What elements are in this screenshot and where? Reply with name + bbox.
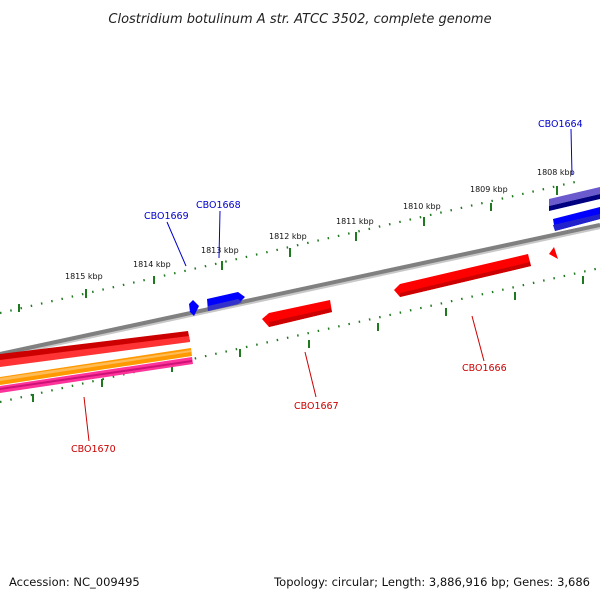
purple-feature-band xyxy=(549,187,600,206)
gene-CBO1666-shade xyxy=(400,262,531,297)
kbp-label: 1810 kbp xyxy=(403,202,441,211)
gene-CBO1664-shade xyxy=(553,214,600,231)
genome-backbone xyxy=(0,223,600,356)
kbp-label: 1814 kbp xyxy=(133,260,171,269)
gene-CBO1669 xyxy=(189,300,199,316)
gene-label-CBO1670: CBO1670 xyxy=(71,444,116,455)
gene-label-CBO1668: CBO1668 xyxy=(196,200,241,211)
gene-small-red xyxy=(549,247,558,259)
leader-line xyxy=(570,128,573,176)
gene-label-CBO1664: CBO1664 xyxy=(538,119,583,130)
gene-CBO1666 xyxy=(394,254,531,297)
map-title: Clostridium botulinum A str. ATCC 3502, … xyxy=(108,12,491,27)
pink-feature-shade xyxy=(0,360,192,390)
gene-bar-highlight xyxy=(0,336,190,367)
gene-CBO1667-shade xyxy=(269,308,332,327)
kbp-label: 1808 kbp xyxy=(537,168,575,177)
gene-CBO1668-shade xyxy=(208,299,242,311)
kbp-label: 1812 kbp xyxy=(269,232,307,241)
kbp-label: 1813 kbp xyxy=(201,246,239,255)
leader-line xyxy=(471,315,485,362)
major-ticks-lower xyxy=(32,276,584,402)
leader-line xyxy=(218,210,221,259)
navy-feature-band xyxy=(549,194,600,211)
kbp-label: 1811 kbp xyxy=(336,217,374,226)
accession-text: Accession: NC_009495 xyxy=(9,575,140,589)
gene-label-CBO1667: CBO1667 xyxy=(294,401,339,412)
kbp-labels: 1815 kbp 1814 kbp 1813 kbp 1812 kbp 1811… xyxy=(65,168,575,281)
topology-text: Topology: circular; Length: 3,886,916 bp… xyxy=(273,575,590,589)
kbp-label: 1815 kbp xyxy=(65,272,103,281)
gene-label-CBO1666: CBO1666 xyxy=(462,363,507,374)
leader-line xyxy=(166,221,187,267)
leader-line xyxy=(83,396,90,442)
kbp-label: 1809 kbp xyxy=(470,185,508,194)
upper-tick-track xyxy=(0,180,576,315)
orange-feature-highlight xyxy=(0,350,191,381)
major-ticks xyxy=(18,186,558,312)
gene-label-CBO1669: CBO1669 xyxy=(144,211,189,222)
leader-line xyxy=(304,351,317,398)
